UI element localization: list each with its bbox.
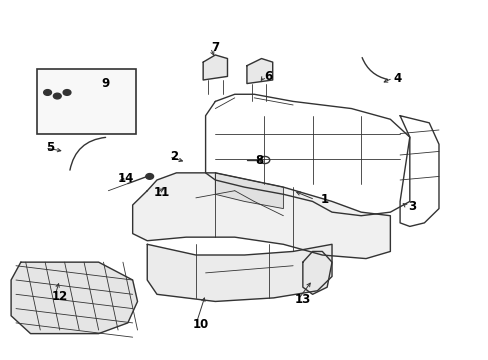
Text: 1: 1 [320, 193, 328, 206]
Polygon shape [11, 262, 137, 334]
Polygon shape [215, 173, 283, 208]
Text: 11: 11 [153, 186, 170, 199]
Text: 12: 12 [52, 289, 68, 303]
FancyBboxPatch shape [37, 68, 136, 134]
Text: 3: 3 [407, 200, 415, 213]
Polygon shape [50, 112, 94, 123]
Text: 6: 6 [264, 70, 272, 83]
Circle shape [63, 90, 71, 95]
Polygon shape [302, 251, 331, 294]
Circle shape [145, 174, 153, 179]
Text: 9: 9 [102, 77, 110, 90]
Text: 4: 4 [393, 72, 401, 85]
Polygon shape [203, 55, 227, 80]
Text: 5: 5 [46, 141, 54, 154]
Polygon shape [147, 244, 331, 301]
Circle shape [43, 90, 51, 95]
Polygon shape [246, 59, 272, 84]
Text: 13: 13 [294, 293, 310, 306]
Text: 8: 8 [254, 154, 263, 167]
Polygon shape [132, 173, 389, 258]
Text: 10: 10 [192, 318, 208, 331]
Text: 7: 7 [211, 41, 219, 54]
Text: 14: 14 [117, 172, 133, 185]
Text: 2: 2 [170, 150, 178, 163]
Circle shape [53, 93, 61, 99]
